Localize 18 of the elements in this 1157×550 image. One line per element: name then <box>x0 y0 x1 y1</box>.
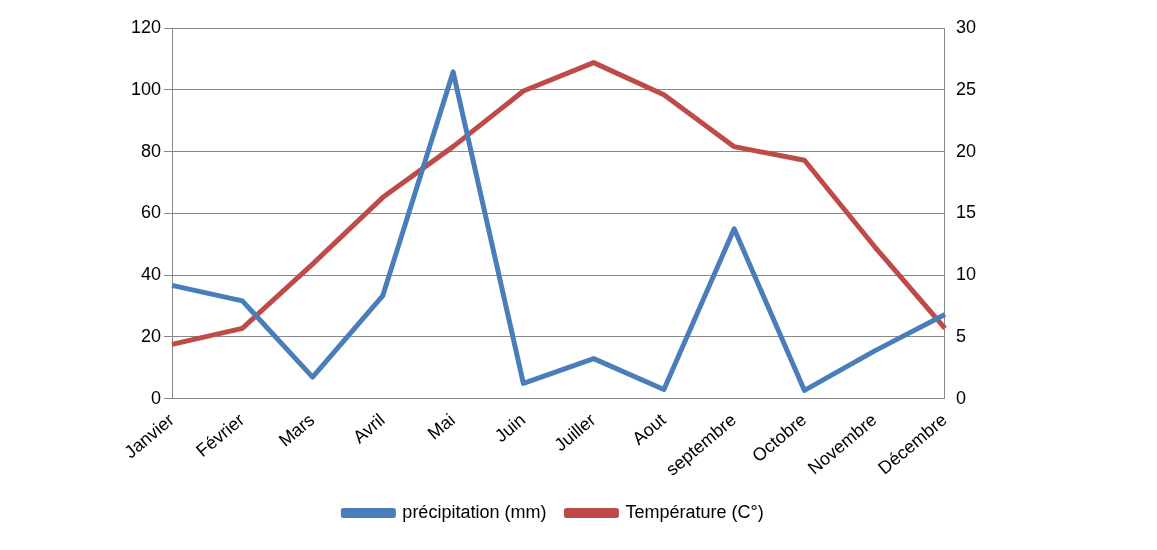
y2-tick-label: 5 <box>955 325 966 346</box>
y-tick-label: 80 <box>141 140 162 161</box>
y-tick-label: 100 <box>130 78 162 99</box>
y2-tick-label: 15 <box>955 202 977 223</box>
legend-label: Température (C°) <box>625 501 764 522</box>
y-tick-label: 120 <box>130 16 162 37</box>
x-tick-label: Mai <box>423 409 459 444</box>
y2-tick-label: 0 <box>955 387 966 408</box>
y-tick-label: 40 <box>141 264 162 285</box>
y-tick-label: 20 <box>141 325 162 346</box>
y2-tick-label: 25 <box>955 78 977 99</box>
y-tick-label: 60 <box>141 202 162 223</box>
y2-tick-label: 30 <box>955 16 977 37</box>
y2-tick-label: 10 <box>955 264 977 285</box>
y-tick-label: 0 <box>151 387 162 408</box>
x-tick-label: Juin <box>491 409 530 447</box>
y2-tick-label: 20 <box>955 140 977 161</box>
legend-label: précipitation (mm) <box>402 501 547 522</box>
